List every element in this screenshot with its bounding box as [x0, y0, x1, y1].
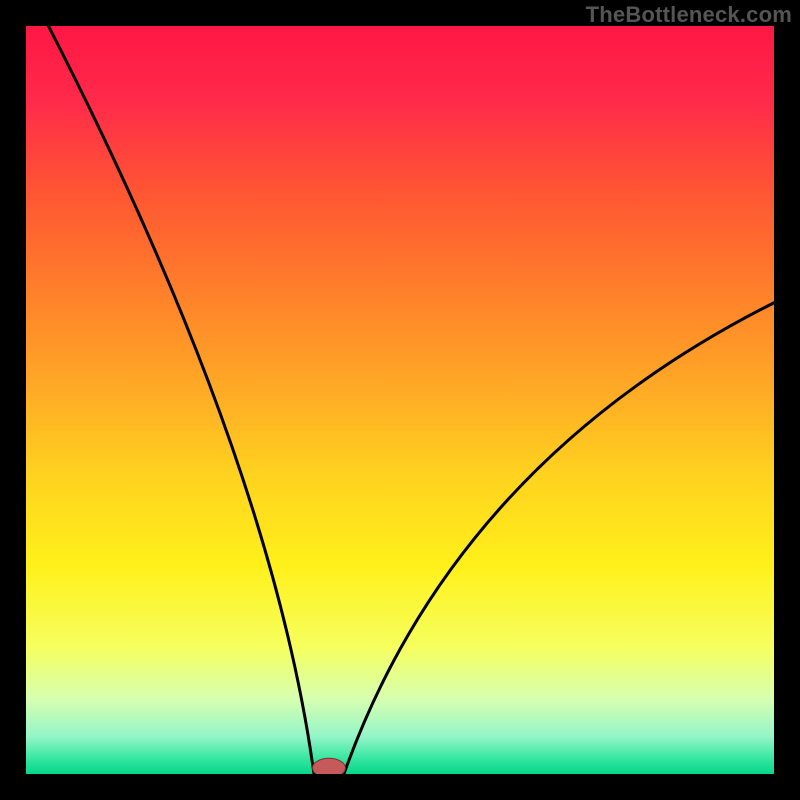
optimum-marker	[26, 26, 774, 774]
watermark-text: TheBottleneck.com	[586, 2, 792, 28]
plot-area	[26, 26, 774, 774]
outer-frame: TheBottleneck.com	[0, 0, 800, 800]
